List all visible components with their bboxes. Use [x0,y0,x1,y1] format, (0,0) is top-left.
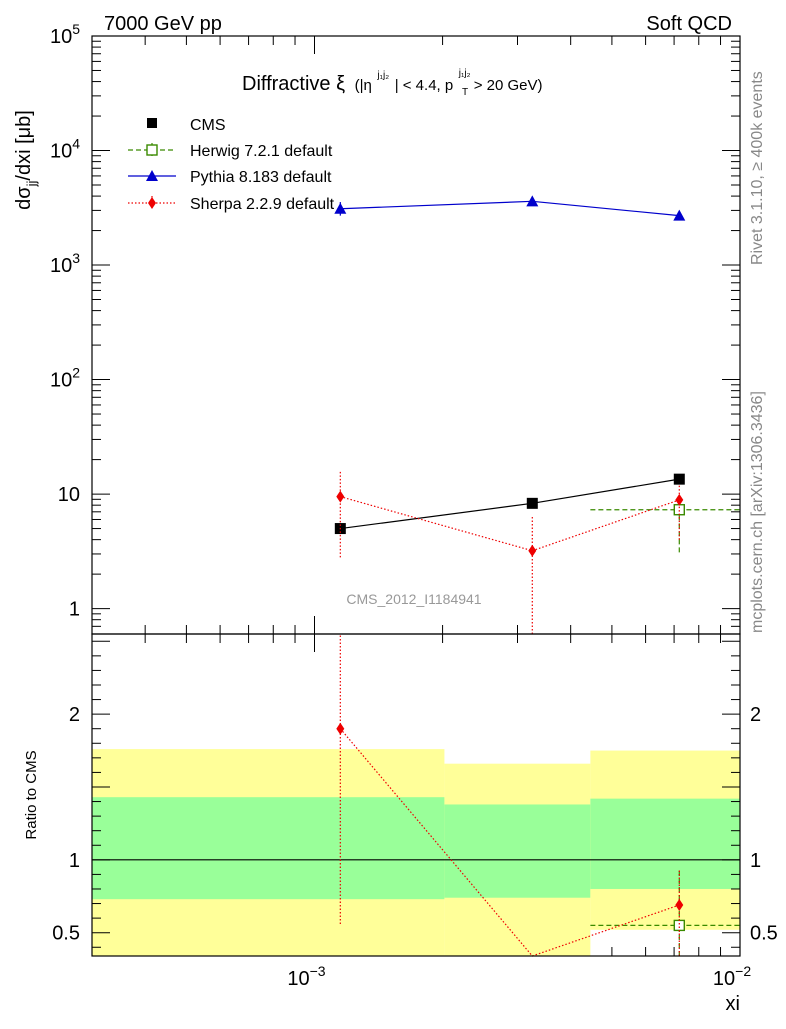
header-left: 7000 GeV pp [104,13,222,35]
ratio-band-inner [590,798,740,889]
y-tick-label-exp: 3 [72,250,80,266]
legend-cms-marker [147,118,157,128]
main-pythia-point [673,209,686,221]
ratio-y-tick-label-right: 0.5 [750,923,778,945]
main-herwig-point [673,504,685,516]
x-axis-label: xi [726,993,740,1015]
main-sherpa-point [528,544,537,557]
y-tick-label-base: 10 [50,255,72,277]
rivet-label: Rivet 3.1.10, ≥ 400k events [749,71,766,265]
main-pythia-line [340,200,680,217]
y-tick-label: 104 [50,136,80,163]
ratio-y-tick-label-left: 2 [69,704,80,726]
legend-herwig-marker [146,144,158,156]
y-tick-label-exp: 4 [72,136,80,152]
x-tick-label-base: 10 [287,968,309,990]
main-axis-ticks [91,35,741,956]
ratio-sherpa-point [336,722,345,735]
y-tick-label-base: 10 [50,141,72,163]
legend-sherpa-label: Sherpa 2.2.9 default [190,196,335,213]
main-sherpa-line [340,496,680,552]
title-cond-c: > 20 GeV) [474,77,543,94]
ratio-band-inner [444,804,591,898]
y-tick-label: 102 [50,365,80,392]
title-main: Diffractive ξ [242,73,345,95]
y-tick-label-base: 10 [50,370,72,392]
ratio-axis-tick-labels: 0.5 0.51 12 210−3 10−2 [52,704,778,990]
x-tick-label-exp: −3 [310,963,326,979]
y-tick-label-base: 10 [50,26,72,48]
y-tick-label: 103 [50,250,80,277]
legend-pythia-marker [146,170,158,181]
plot-title: Diffractive ξ (|η j₁j₂ | < 4.4, p j₁j₂ T… [242,59,543,100]
ratio-uncertainty-bands [92,749,740,956]
ratio-band-inner [92,797,445,900]
ratio-herwig-point [673,919,685,932]
legend: CMS Herwig 7.2.1 default Pythia 8.183 de… [128,117,335,213]
ratio-y-tick-label-right: 2 [750,704,761,726]
main-y-axis-label: dσjj/dxi [μb] [13,110,39,210]
main-pythia-point [334,202,347,214]
main-pythia-point [526,195,539,207]
main-sherpa-point [336,490,345,503]
y-tick-label-exp: 5 [72,21,80,37]
y-tick-label: 1 [69,599,80,621]
mcplots-label: mcplots.cern.ch [arXiv:1306.3436] [749,391,766,633]
title-cond-b-sub: T [462,87,468,98]
main-cms-point [526,497,538,509]
x-tick-label-exp: −2 [735,963,751,979]
ratio-y-axis-label: Ratio to CMS [23,750,40,839]
y-tick-label-exp: 2 [72,365,80,381]
x-tick-label: 10−3 [287,963,325,990]
legend-cms-label: CMS [190,117,226,134]
x-tick-label-base: 10 [713,968,735,990]
ratio-y-tick-label-right: 1 [750,850,761,872]
legend-sherpa-marker [148,197,156,209]
header-right: Soft QCD [646,13,732,35]
main-sherpa-point [675,493,684,506]
ratio-y-tick-label-left: 1 [69,850,80,872]
ratio-sherpa-point [675,899,684,912]
main-data-layer [334,195,740,634]
main-cms-point [673,473,685,485]
title-cond-b: | < 4.4, p [395,77,454,94]
ratio-panel-frame [91,633,741,957]
ratio-axis-ticks [92,640,740,948]
title-cond-b-sup: j₁j₂ [458,68,471,79]
ratio-y-tick-label-left: 0.5 [52,923,80,945]
legend-pythia-label: Pythia 8.183 default [190,169,332,186]
legend-herwig-label: Herwig 7.2.1 default [190,143,333,160]
main-cms-line [340,478,680,530]
y-tick-label: 10 [58,484,80,506]
title-cond-a: (|η [355,77,372,94]
title-cond-a-sup: j₁j₂ [376,70,389,81]
analysis-watermark: CMS_2012_I1184941 [346,591,481,607]
x-tick-label: 10−2 [713,963,751,990]
y-tick-label: 105 [50,21,80,48]
